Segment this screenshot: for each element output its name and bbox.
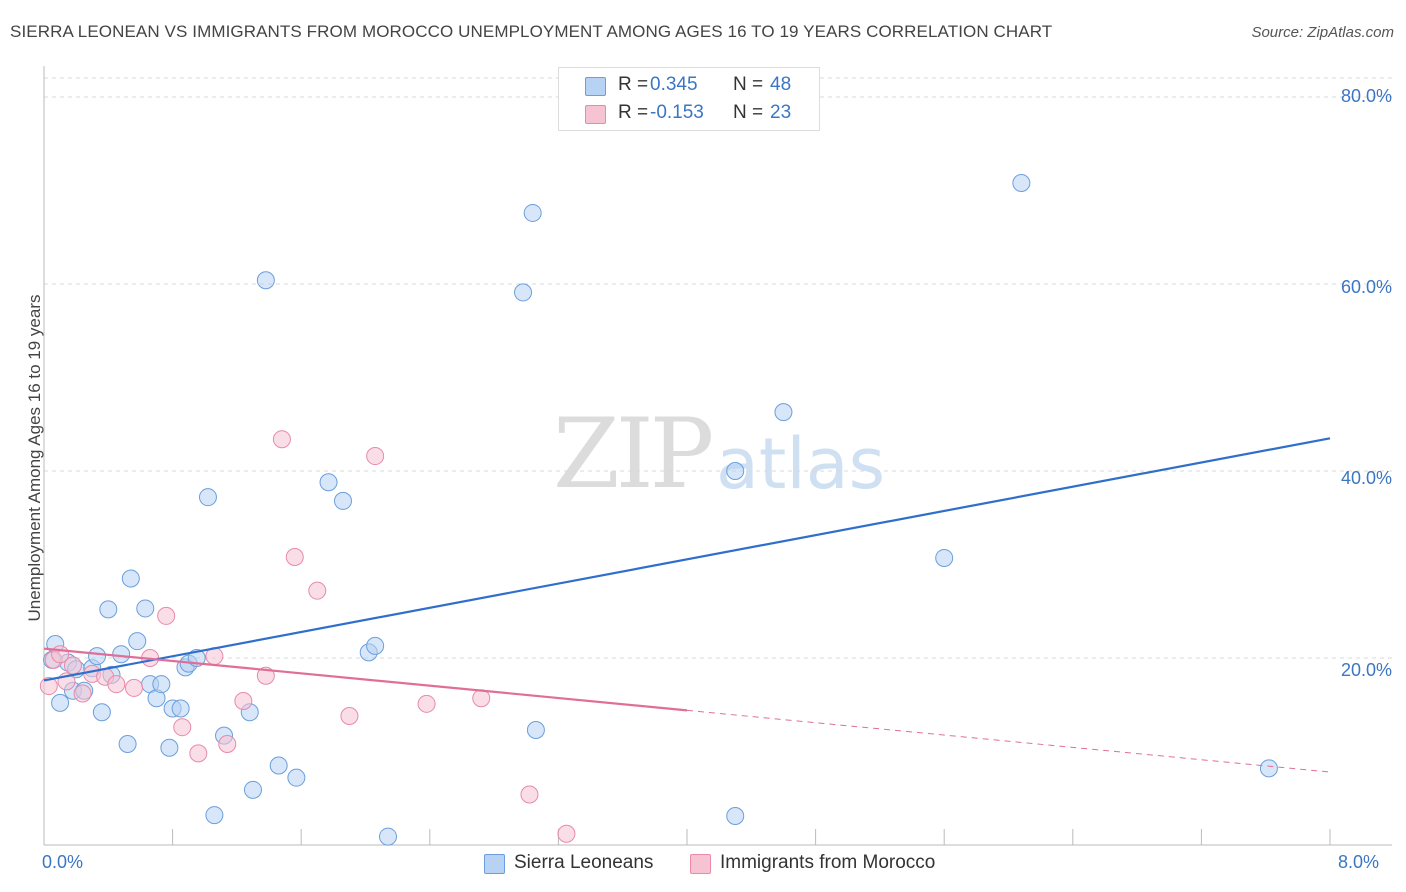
data-points <box>39 174 1278 846</box>
sierra-leonean-point <box>205 806 224 825</box>
morocco-point <box>417 694 436 713</box>
sierra-leonean-point <box>726 807 745 826</box>
sierra-leonean-point <box>128 632 147 651</box>
y-tick-label: 20.0% <box>1340 660 1392 680</box>
morocco-point <box>520 785 539 804</box>
sierra-leonean-point <box>243 780 262 799</box>
sierra-leonean-point <box>121 569 140 588</box>
sierra-leonean-point <box>333 491 352 510</box>
sierra-leonean-point <box>774 403 793 422</box>
sierra-leonean-point <box>726 462 745 480</box>
r-label: R = <box>618 74 649 95</box>
morocco-point <box>234 692 253 711</box>
sierra-leonean-point <box>366 636 385 655</box>
source-label: Source: ZipAtlas.com <box>1251 24 1394 41</box>
sierra-leonean-point <box>92 703 111 722</box>
r-value: -0.153 <box>650 102 704 123</box>
sierra-leonean-point <box>935 548 954 567</box>
sierra-leonean-point <box>112 645 131 664</box>
y-tick-label: 80.0% <box>1340 86 1392 106</box>
sierra-leonean-point <box>51 693 70 712</box>
watermark-zip: ZIP <box>553 398 714 510</box>
legend-swatch <box>484 854 505 874</box>
morocco-point <box>366 447 385 466</box>
r-value: 0.345 <box>650 74 698 95</box>
sierra-leonean-point <box>88 647 107 666</box>
sierra-leonean-point <box>514 283 533 302</box>
morocco-point <box>340 706 359 725</box>
morocco-point <box>63 656 82 675</box>
morocco-point <box>39 677 58 696</box>
sierra-leonean-point <box>1259 759 1278 778</box>
sierra-leonean-point <box>171 699 190 718</box>
morocco-trend-line <box>43 647 688 712</box>
morocco-point <box>272 430 291 449</box>
gridlines <box>44 77 1392 659</box>
morocco-point <box>125 678 144 697</box>
morocco-point <box>173 718 192 737</box>
y-tick-label: 60.0% <box>1340 277 1392 297</box>
y-axis-label: Unemployment Among Ages 16 to 19 years <box>25 294 44 622</box>
n-label: N = <box>733 102 764 123</box>
morocco-point <box>189 744 208 763</box>
legend-label: Sierra Leoneans <box>514 852 654 873</box>
sierra-leonean-point <box>136 599 155 618</box>
morocco-trend-extension <box>686 709 1331 773</box>
trend-lines <box>43 437 1331 773</box>
x-tick-label: 0.0% <box>42 852 84 872</box>
sierra-leonean-point <box>256 271 275 290</box>
legend-swatch <box>585 77 606 96</box>
sierra-leonean-point <box>118 735 137 754</box>
sierra-leonean-point <box>269 756 288 775</box>
sierra-leonean-point <box>152 675 171 694</box>
sierra-leonean-point <box>526 720 545 739</box>
n-value: 23 <box>770 102 792 123</box>
sierra-leonean-point <box>287 768 306 787</box>
morocco-point <box>157 606 176 625</box>
sierra-leonean-point <box>523 203 542 222</box>
sierra-leonean-point <box>319 473 338 492</box>
watermark-atlas: atlas <box>716 423 886 505</box>
sierra-leonean-point <box>1012 174 1031 193</box>
n-label: N = <box>733 74 764 95</box>
correlation-legend: R = 0.345 N = 48 R = -0.153 N = 23 <box>558 67 820 131</box>
chart-title: SIERRA LEONEAN VS IMMIGRANTS FROM MOROCC… <box>10 22 1053 41</box>
legend-swatch <box>690 854 711 874</box>
morocco-point <box>73 684 92 703</box>
morocco-point <box>557 824 576 843</box>
n-value: 48 <box>770 74 792 95</box>
y-tick-label: 40.0% <box>1340 468 1392 488</box>
sierra-leonean-point <box>99 600 118 619</box>
axes <box>43 66 1392 846</box>
x-tick-label: 8.0% <box>1338 852 1380 872</box>
morocco-point <box>107 675 126 694</box>
legend-label: Immigrants from Morocco <box>720 852 936 873</box>
legend-swatch <box>585 105 606 124</box>
morocco-point <box>285 548 304 567</box>
r-label: R = <box>618 102 649 123</box>
morocco-point <box>218 735 237 754</box>
sierra-leonean-point <box>379 827 398 846</box>
morocco-point <box>308 581 327 600</box>
sierra-leonean-point <box>160 738 179 757</box>
sierra-leonean-point <box>198 488 217 507</box>
sierra-leonean-trend-line <box>43 437 1331 682</box>
morocco-point <box>256 666 275 685</box>
